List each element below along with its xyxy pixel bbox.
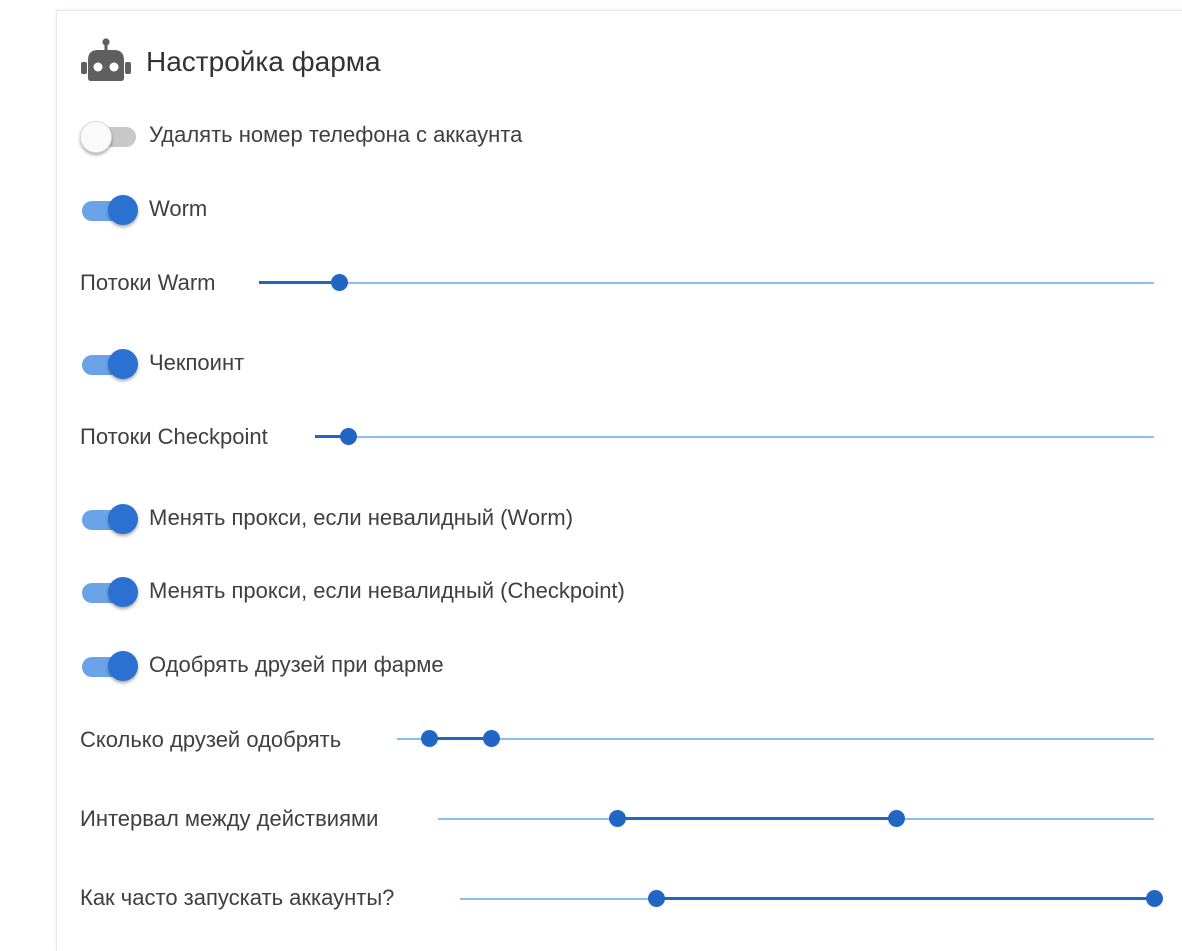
slider-handle[interactable] [331, 274, 349, 291]
toggle-change-proxy-checkpoint-label: Менять прокси, если невалидный (Checkpoi… [149, 578, 625, 603]
slider-checkpoint-threads[interactable] [315, 427, 1154, 447]
slider-handle[interactable] [340, 428, 358, 445]
slider-handle[interactable] [608, 810, 626, 827]
toggle-worm[interactable] [80, 189, 138, 229]
toggle-thumb [80, 121, 112, 153]
slider-fill [429, 737, 492, 740]
slider-handle[interactable] [647, 890, 665, 907]
toggle-worm-label: Worm [149, 196, 208, 221]
toggle-approve-friends[interactable] [80, 645, 138, 685]
farm-settings-card [56, 10, 1182, 951]
toggle-change-proxy-worm-label: Менять прокси, если невалидный (Worm) [149, 505, 574, 530]
slider-handle[interactable] [1145, 890, 1163, 907]
slider-action-interval-label: Интервал между действиями [80, 806, 379, 831]
slider-handle[interactable] [421, 730, 439, 747]
slider-rail [397, 738, 1154, 740]
toggle-thumb [108, 504, 138, 534]
slider-launch-frequency[interactable] [460, 889, 1163, 909]
slider-rail [259, 282, 1154, 284]
toggle-remove-phone-label: Удалять номер телефона с аккаунта [149, 122, 523, 147]
slider-friends-count[interactable] [397, 729, 1154, 749]
toggle-thumb [108, 195, 138, 225]
slider-fill [656, 897, 1154, 900]
slider-warm-threads-label: Потоки Warm [80, 270, 216, 295]
toggle-checkpoint[interactable] [80, 343, 138, 383]
slider-handle[interactable] [483, 730, 501, 747]
toggle-change-proxy-worm[interactable] [80, 498, 138, 538]
slider-fill [315, 435, 349, 438]
slider-checkpoint-threads-label: Потоки Checkpoint [80, 424, 268, 449]
slider-fill [259, 281, 340, 284]
slider-launch-frequency-label: Как часто запускать аккаунты? [80, 885, 395, 910]
slider-rail [315, 436, 1154, 438]
panel-title: Настройка фарма [146, 46, 381, 77]
toggle-thumb [108, 349, 138, 379]
slider-warm-threads[interactable] [259, 273, 1154, 293]
slider-handle[interactable] [887, 810, 905, 827]
toggle-remove-phone[interactable] [80, 115, 138, 155]
slider-friends-count-label: Сколько друзей одобрять [80, 727, 342, 752]
toggle-thumb [108, 577, 138, 607]
toggle-checkpoint-label: Чекпоинт [149, 350, 245, 375]
slider-action-interval[interactable] [438, 809, 1154, 829]
toggle-approve-friends-label: Одобрять друзей при фарме [149, 652, 444, 677]
robot-icon [81, 38, 131, 81]
toggle-thumb [108, 651, 138, 681]
toggle-change-proxy-checkpoint[interactable] [80, 571, 138, 611]
slider-fill [617, 817, 897, 820]
